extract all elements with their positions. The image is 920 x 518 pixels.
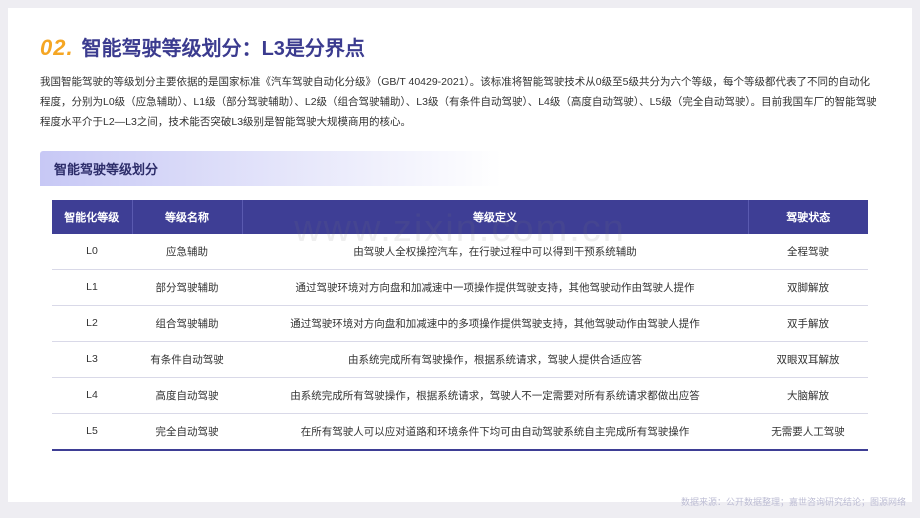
cell-level: L4 <box>52 377 132 413</box>
cell-name: 完全自动驾驶 <box>132 413 242 450</box>
table-row: L3 有条件自动驾驶 由系统完成所有驾驶操作，根据系统请求，驾驶人提供合适应答 … <box>52 341 868 377</box>
col-header-status: 驾驶状态 <box>748 200 868 234</box>
table-header-row: 智能化等级 等级名称 等级定义 驾驶状态 <box>52 200 868 234</box>
cell-name: 组合驾驶辅助 <box>132 305 242 341</box>
cell-level: L1 <box>52 269 132 305</box>
cell-level: L3 <box>52 341 132 377</box>
cell-def: 由系统完成所有驾驶操作，根据系统请求，驾驶人提供合适应答 <box>242 341 748 377</box>
table-row: L2 组合驾驶辅助 通过驾驶环境对方向盘和加减速中的多项操作提供驾驶支持，其他驾… <box>52 305 868 341</box>
table-container: 智能化等级 等级名称 等级定义 驾驶状态 L0 应急辅助 由驾驶人全权操控汽车，… <box>40 192 880 451</box>
slide-page: 02. 智能驾驶等级划分：L3是分界点 我国智能驾驶的等级划分主要依据的是国家标… <box>8 8 912 502</box>
cell-status: 双脚解放 <box>748 269 868 305</box>
section-heading: 智能驾驶等级划分 <box>40 151 880 186</box>
cell-def: 由驾驶人全权操控汽车，在行驶过程中可以得到干预系统辅助 <box>242 234 748 270</box>
cell-name: 有条件自动驾驶 <box>132 341 242 377</box>
cell-name: 高度自动驾驶 <box>132 377 242 413</box>
cell-def: 通过驾驶环境对方向盘和加减速中的多项操作提供驾驶支持，其他驾驶动作由驾驶人提作 <box>242 305 748 341</box>
col-header-name: 等级名称 <box>132 200 242 234</box>
cell-level: L5 <box>52 413 132 450</box>
cell-status: 大脑解放 <box>748 377 868 413</box>
intro-paragraph: 我国智能驾驶的等级划分主要依据的是国家标准《汽车驾驶自动化分级》（GB/T 40… <box>40 73 880 133</box>
cell-level: L2 <box>52 305 132 341</box>
footer-source: 数据来源：公开数据整理；嘉世咨询研究结论；图源网络 <box>681 495 906 508</box>
table-row: L0 应急辅助 由驾驶人全权操控汽车，在行驶过程中可以得到干预系统辅助 全程驾驶 <box>52 234 868 270</box>
section-number: 02. <box>40 35 74 61</box>
cell-name: 应急辅助 <box>132 234 242 270</box>
title-row: 02. 智能驾驶等级划分：L3是分界点 <box>40 32 880 61</box>
levels-table: 智能化等级 等级名称 等级定义 驾驶状态 L0 应急辅助 由驾驶人全权操控汽车，… <box>52 200 868 451</box>
cell-level: L0 <box>52 234 132 270</box>
cell-status: 全程驾驶 <box>748 234 868 270</box>
col-header-def: 等级定义 <box>242 200 748 234</box>
cell-def: 通过驾驶环境对方向盘和加减速中一项操作提供驾驶支持，其他驾驶动作由驾驶人提作 <box>242 269 748 305</box>
cell-status: 双手解放 <box>748 305 868 341</box>
cell-def: 由系统完成所有驾驶操作，根据系统请求，驾驶人不一定需要对所有系统请求都做出应答 <box>242 377 748 413</box>
page-title: 智能驾驶等级划分：L3是分界点 <box>82 32 365 61</box>
col-header-level: 智能化等级 <box>52 200 132 234</box>
table-row: L1 部分驾驶辅助 通过驾驶环境对方向盘和加减速中一项操作提供驾驶支持，其他驾驶… <box>52 269 868 305</box>
cell-def: 在所有驾驶人可以应对道路和环境条件下均可由自动驾驶系统自主完成所有驾驶操作 <box>242 413 748 450</box>
cell-status: 无需要人工驾驶 <box>748 413 868 450</box>
table-row: L4 高度自动驾驶 由系统完成所有驾驶操作，根据系统请求，驾驶人不一定需要对所有… <box>52 377 868 413</box>
cell-status: 双眼双耳解放 <box>748 341 868 377</box>
cell-name: 部分驾驶辅助 <box>132 269 242 305</box>
table-row: L5 完全自动驾驶 在所有驾驶人可以应对道路和环境条件下均可由自动驾驶系统自主完… <box>52 413 868 450</box>
